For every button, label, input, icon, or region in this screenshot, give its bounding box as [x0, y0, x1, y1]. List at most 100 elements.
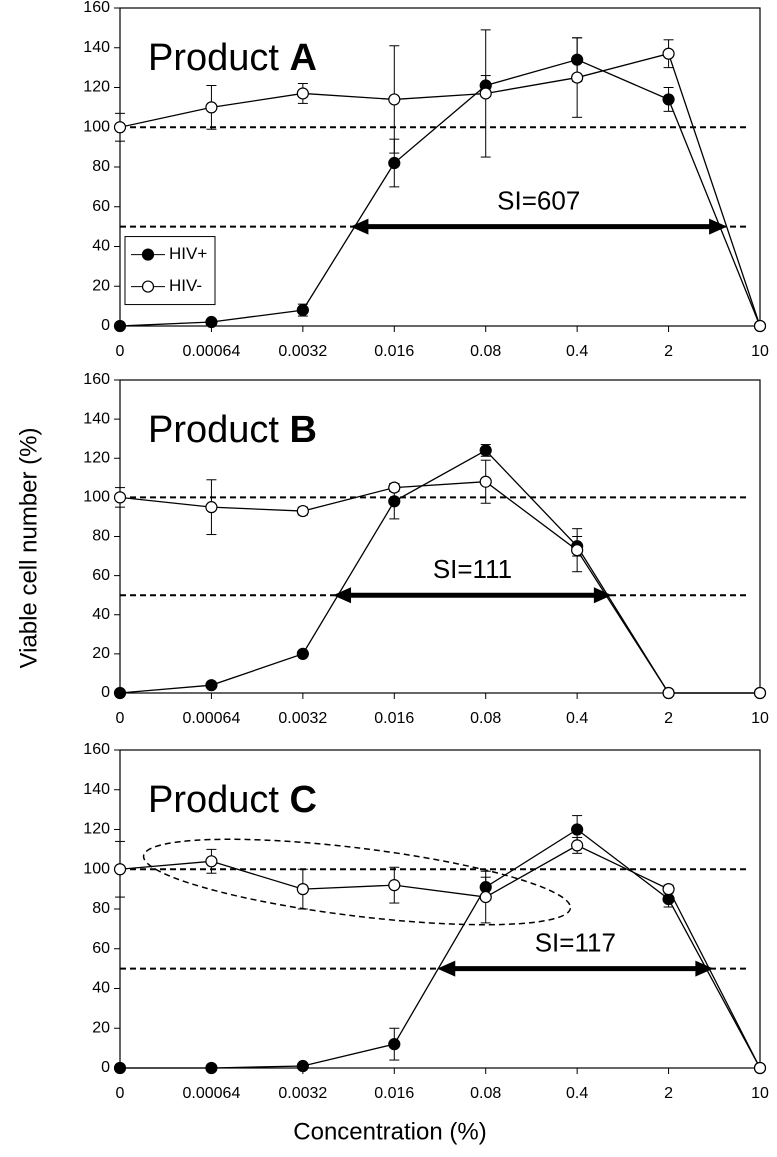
legend-label: HIV+ [169, 244, 207, 263]
x-tick-label: 0.0032 [278, 710, 327, 727]
arrow-head [709, 218, 728, 235]
y-tick-label: 60 [92, 567, 110, 584]
x-tick-label: 0.0032 [278, 1085, 327, 1102]
arrow-head [350, 218, 369, 235]
y-tick-label: 120 [83, 79, 110, 96]
x-tick-label: 0 [116, 343, 125, 360]
y-tick-label: 80 [92, 528, 110, 545]
y-tick-label: 40 [92, 238, 110, 255]
arrow-head [695, 960, 714, 977]
y-tick-label: 20 [92, 277, 110, 294]
x-tick-label: 0.00064 [183, 343, 241, 360]
data-point [662, 883, 675, 896]
x-tick-label: 2 [664, 343, 673, 360]
y-tick-label: 140 [83, 410, 110, 427]
y-tick-label: 100 [83, 860, 110, 877]
data-point [113, 121, 127, 134]
arrow-head [437, 960, 456, 977]
series-line [119, 481, 760, 694]
x-tick-label: 0.016 [374, 710, 414, 727]
data-point [388, 1038, 401, 1051]
series-line [120, 828, 761, 1069]
y-tick-label: 20 [92, 645, 110, 662]
y-tick-label: 0 [101, 684, 110, 701]
arrow-head [333, 587, 352, 604]
y-tick-label: 60 [92, 198, 110, 215]
y-tick-label: 120 [83, 821, 110, 838]
y-tick-label: 100 [83, 489, 110, 506]
data-point [113, 319, 127, 333]
x-tick-label: 2 [664, 710, 673, 727]
x-tick-label: 0.00064 [183, 1085, 241, 1102]
data-point [205, 501, 218, 514]
data-point [296, 1059, 309, 1073]
data-point [662, 47, 675, 60]
x-tick-label: 10 [751, 343, 769, 360]
x-tick-label: 0.0032 [278, 343, 327, 360]
x-tick-label: 0.4 [566, 710, 588, 727]
data-point [571, 71, 584, 84]
legend-label: HIV- [169, 276, 202, 295]
y-tick-label: 100 [83, 118, 110, 135]
y-tick-label: 40 [92, 606, 110, 623]
data-point [479, 87, 492, 100]
data-point [571, 823, 584, 836]
x-tick-label: 0.016 [374, 1085, 414, 1102]
panel-title: Product C [148, 779, 317, 821]
y-tick-label: 120 [83, 449, 110, 466]
data-point [296, 883, 309, 896]
y-axis-label: Viable cell number (%) [15, 428, 42, 669]
data-point [571, 544, 584, 557]
y-tick-label: 80 [92, 900, 110, 917]
data-point [113, 863, 127, 876]
si-label: SI=117 [535, 928, 616, 958]
highlight-ellipse [142, 838, 572, 926]
x-tick-label: 0.08 [470, 710, 501, 727]
x-tick-label: 0.08 [470, 1085, 501, 1102]
data-point [205, 315, 218, 329]
y-tick-label: 0 [101, 317, 110, 334]
x-tick-label: 10 [751, 710, 769, 727]
x-tick-label: 0.08 [470, 343, 501, 360]
data-point [571, 839, 584, 852]
si-label: SI=607 [497, 186, 580, 216]
data-point [205, 1061, 218, 1075]
y-tick-label: 80 [92, 158, 110, 175]
data-point [388, 481, 401, 494]
x-tick-label: 0 [116, 710, 125, 727]
y-tick-label: 0 [101, 1059, 110, 1076]
panel-title: Product B [148, 409, 317, 451]
data-point [205, 679, 218, 692]
si-label: SI=111 [433, 554, 512, 584]
data-point [753, 319, 767, 333]
data-point [296, 87, 309, 100]
data-point [753, 686, 767, 700]
data-point [662, 686, 675, 700]
x-axis-label: Concentration (%) [293, 1118, 486, 1145]
x-tick-label: 0.016 [374, 343, 414, 360]
data-point [479, 444, 492, 457]
data-point [753, 1061, 767, 1075]
data-point [388, 93, 401, 106]
data-point [296, 504, 309, 518]
y-tick-label: 160 [83, 371, 110, 388]
y-tick-label: 140 [83, 39, 110, 56]
y-tick-label: 160 [83, 0, 110, 16]
legend-box [124, 236, 216, 306]
x-tick-label: 0.4 [566, 1085, 588, 1102]
legend-marker [141, 248, 155, 261]
data-point [388, 879, 401, 892]
x-tick-label: 0.00064 [183, 710, 241, 727]
arrow-head [593, 587, 612, 604]
data-point [388, 156, 401, 170]
x-tick-label: 0.4 [566, 343, 588, 360]
y-tick-label: 40 [92, 980, 110, 997]
data-point [113, 491, 127, 504]
y-tick-label: 140 [83, 781, 110, 798]
x-tick-label: 2 [664, 1085, 673, 1102]
y-tick-label: 160 [83, 741, 110, 758]
data-point [479, 890, 492, 904]
data-point [296, 647, 309, 660]
series-line [119, 52, 761, 327]
